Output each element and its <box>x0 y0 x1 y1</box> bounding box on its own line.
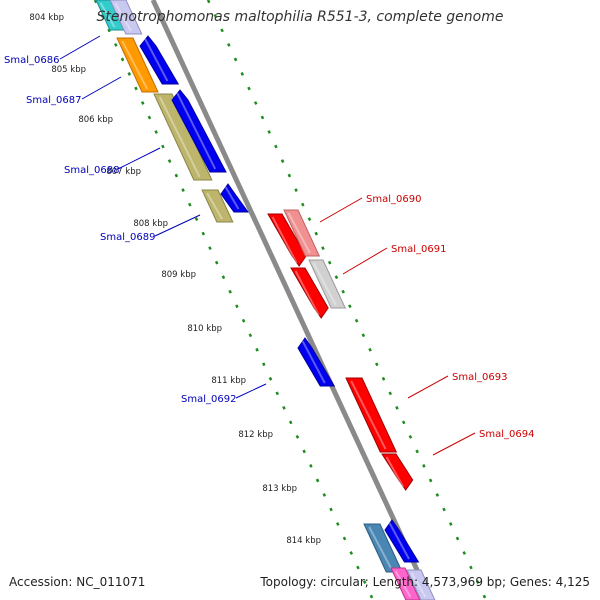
gene-highlight <box>99 2 116 28</box>
kbp-scale-labels: 804 kbp 805 kbp 806 kbp 807 kbp 808 kbp 809 k… <box>29 13 321 546</box>
kbp-label: 805 kbp <box>51 65 86 75</box>
gene-feature <box>116 37 159 93</box>
gene-label[interactable]: Smal_0688 <box>64 165 119 176</box>
kbp-label: 804 kbp <box>29 13 64 23</box>
gene-highlight <box>271 216 298 264</box>
kbp-label: 809 kbp <box>161 270 196 280</box>
gene-feature <box>345 377 398 453</box>
gene-feature <box>297 337 336 387</box>
dotted-track-line <box>206 0 488 600</box>
gene-feature <box>384 519 420 563</box>
gene-label[interactable]: Smal_0690 <box>366 194 421 205</box>
gene-highlight <box>294 270 320 316</box>
kbp-label: 814 kbp <box>286 536 321 546</box>
gene-highlight <box>158 96 201 178</box>
gene-label[interactable]: Smal_0686 <box>4 55 59 66</box>
gene-feature <box>381 453 414 491</box>
accession-text: Accession: NC_011071 <box>9 575 146 589</box>
gene-highlight <box>385 456 405 488</box>
kbp-label: 807 kbp <box>106 167 141 177</box>
gene-feature <box>267 213 307 267</box>
gene-highlight <box>114 2 132 32</box>
gene-highlight <box>121 40 149 90</box>
gene-feature <box>171 89 227 173</box>
callout-line <box>235 383 267 399</box>
gene-feature <box>406 569 436 600</box>
gene-feature <box>283 209 321 257</box>
gene-highlight <box>206 192 223 220</box>
gene-label[interactable]: Smal_0689 <box>100 232 155 243</box>
gene-label[interactable]: Smal_0691 <box>391 244 446 255</box>
callout-line <box>59 35 101 60</box>
gene-feature <box>109 0 143 35</box>
callout-line <box>319 197 363 223</box>
gene-feature <box>153 93 213 181</box>
kbp-label: 812 kbp <box>238 430 273 440</box>
gene-highlight <box>368 526 393 570</box>
genome-title: Stenotrophomonas maltophilia R551-3, com… <box>96 9 504 25</box>
gene-feature <box>308 259 347 309</box>
gene-label[interactable]: Smal_0687 <box>26 95 81 106</box>
kbp-label: 810 kbp <box>187 324 222 334</box>
kbp-label: 808 kbp <box>133 219 168 229</box>
gene-feature <box>220 183 249 213</box>
gene-highlight <box>394 570 412 598</box>
callout-line <box>342 247 388 275</box>
genome-backbone <box>150 0 434 600</box>
gene-highlight <box>144 38 169 82</box>
callout-line <box>117 147 161 170</box>
gene-feature <box>390 567 421 600</box>
gene-highlight <box>176 92 217 170</box>
topology-text: Topology: circular; Length: 4,573,969 bp… <box>260 575 590 589</box>
gene-callouts: Smal_0686 Smal_0687 Smal_0688 Smal_0689 Smal… <box>4 35 534 456</box>
gene-feature <box>139 35 180 85</box>
gene-features <box>95 0 436 600</box>
gene-feature <box>201 189 234 223</box>
gene-highlight <box>388 522 410 560</box>
gene-highlight <box>224 186 240 210</box>
kbp-label: 811 kbp <box>211 376 246 386</box>
gene-highlight <box>301 340 326 384</box>
gene-label[interactable]: Smal_0692 <box>181 394 236 405</box>
callout-line <box>432 432 476 456</box>
gene-feature <box>290 267 329 319</box>
gene-highlight <box>287 212 311 254</box>
callout-line <box>154 214 201 237</box>
kbp-label: 813 kbp <box>262 484 297 494</box>
callout-line <box>81 76 122 100</box>
gene-label[interactable]: Smal_0694 <box>479 429 534 440</box>
kbp-label: 806 kbp <box>78 115 113 125</box>
gene-label[interactable]: Smal_0693 <box>452 372 507 383</box>
gene-highlight <box>410 572 427 598</box>
gene-highlight <box>350 380 387 450</box>
gene-highlight <box>312 262 337 306</box>
callout-line <box>407 375 449 399</box>
